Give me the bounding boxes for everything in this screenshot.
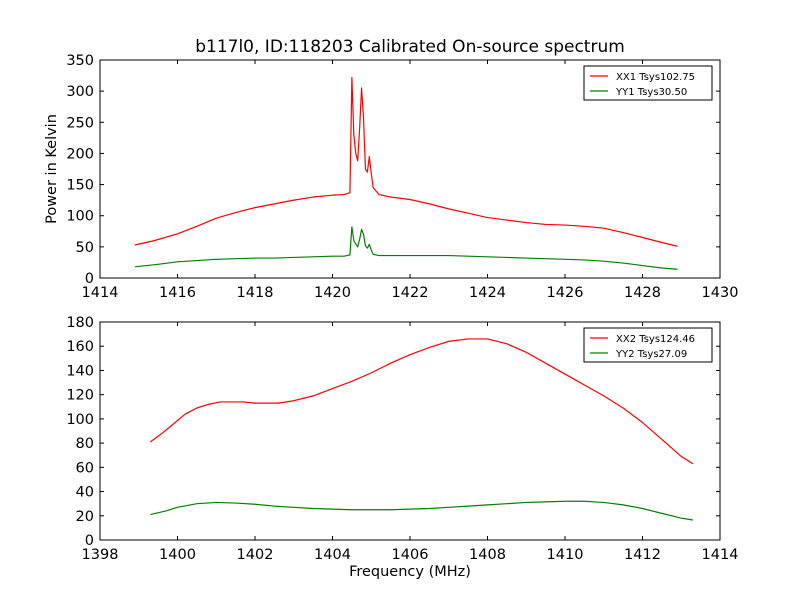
series-line-yy: [150, 500, 693, 521]
y-tick-label: 50: [76, 240, 94, 256]
legend-entry: YY2 Tsys27.09: [615, 349, 687, 360]
y-tick-label: 140: [66, 363, 94, 379]
bottom-panel-xx2-yy2: 1398 1400 1402 1404 1406 1408 1410 1412 1414 0 20 4…: [66, 315, 738, 580]
series-line-yy: [134, 226, 678, 270]
y-tick-label: 250: [66, 115, 94, 131]
y-tick-label: 200: [66, 146, 94, 162]
y-tick-label: 150: [66, 178, 94, 194]
y-tick-label: 40: [76, 485, 94, 501]
y-tick-label: 350: [66, 53, 94, 69]
y-tick-label: 20: [76, 509, 94, 525]
series-line-xx: [150, 338, 694, 465]
x-tick-label: 1420: [314, 285, 351, 301]
y-tick-label: 180: [66, 315, 94, 331]
x-tick-label: 1406: [392, 547, 429, 563]
x-tick-label: 1400: [159, 547, 196, 563]
x-tick-label: 1428: [624, 285, 661, 301]
top-panel-xx1-yy1: 1414 1416 1418 1420 1422 1424 1426 1428 1430 0 50 1…: [44, 53, 738, 301]
figure-title: b117l0, ID:118203 Calibrated On-source s…: [195, 37, 625, 57]
x-tick-label: 1408: [469, 547, 506, 563]
x-tick-label: 1414: [702, 547, 739, 563]
x-tick-label: 1414: [82, 285, 119, 301]
legend: XX2 Tsys124.46 YY2 Tsys27.09: [583, 327, 713, 363]
x-tick-label: 1402: [237, 547, 274, 563]
y-tick-label: 300: [66, 84, 94, 100]
legend: XX1 Tsys102.75 YY1 Tsys30.50: [583, 65, 713, 101]
y-tick-label: 0: [85, 271, 94, 287]
x-tick-label: 1412: [624, 547, 661, 563]
y-tick-label: 80: [76, 436, 94, 452]
x-tick-label: 1418: [237, 285, 274, 301]
y-tick-label: 120: [66, 388, 94, 404]
x-axis-label: Frequency (MHz): [349, 564, 471, 580]
legend-box: [583, 65, 713, 101]
x-tick-label: 1430: [702, 285, 739, 301]
y-tick-label: 0: [85, 533, 94, 549]
y-tick-label: 60: [76, 460, 94, 476]
legend-entry: XX1 Tsys102.75: [616, 72, 695, 83]
y-tick-label: 160: [66, 339, 94, 355]
legend-entry: YY1 Tsys30.50: [615, 87, 687, 98]
y-tick-label: 100: [66, 412, 94, 428]
x-tick-label: 1404: [314, 547, 351, 563]
y-tick-label: 100: [66, 209, 94, 225]
x-tick-label: 1426: [547, 285, 584, 301]
x-tick-label: 1422: [392, 285, 429, 301]
y-axis-label: Power in Kelvin: [44, 114, 60, 224]
x-tick-label: 1410: [547, 547, 584, 563]
legend-box: [583, 327, 713, 363]
series-line-xx: [134, 76, 678, 247]
legend-entry: XX2 Tsys124.46: [616, 334, 695, 345]
x-tick-label: 1398: [82, 547, 119, 563]
x-tick-label: 1424: [469, 285, 506, 301]
x-tick-label: 1416: [159, 285, 196, 301]
